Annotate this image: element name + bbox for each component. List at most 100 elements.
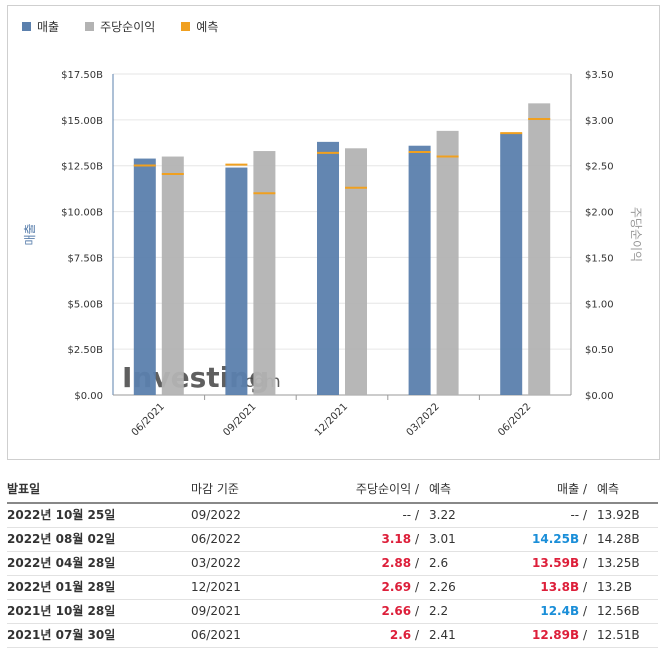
row-eps-forecast: 2.26 [429, 580, 456, 594]
row-date: 2022년 10월 25일 [7, 508, 116, 522]
row-eps-forecast: 2.6 [429, 556, 449, 570]
row-date: 2022년 08월 02일 [7, 532, 116, 546]
row-period: 03/2022 [191, 556, 241, 570]
y-left-tick-label: $5.00B [68, 299, 104, 310]
row-eps-slash: / [414, 508, 419, 522]
header-revenue-forecast[interactable]: 예측 [597, 482, 620, 496]
revenue-bar [133, 158, 156, 395]
header-revenue[interactable]: 매출 / [487, 478, 587, 501]
y-left-tick-label: $10.00B [61, 208, 103, 219]
revenue-bar [317, 141, 339, 395]
y-left-tick-label: $2.50B [68, 345, 104, 356]
row-eps-value: 2.88 [381, 556, 412, 570]
row-revenue-forecast: 12.56B [597, 604, 640, 618]
row-eps-slash: / [414, 556, 419, 570]
eps-bar [161, 156, 184, 395]
legend-item-eps[interactable]: 주당순이익 [85, 18, 155, 35]
row-eps: 2.6 / [307, 624, 419, 647]
row-eps: -- / [307, 504, 419, 527]
row-revenue-value: 14.25B [532, 532, 580, 546]
table-row: 2022년 04월 28일 03/2022 2.88 / 2.6 13.59B / 13.… [7, 552, 658, 576]
legend-label-forecast: 예측 [196, 19, 219, 34]
row-revenue-forecast: 13.92B [597, 508, 640, 522]
y-right-tick-label: $2.50 [585, 162, 614, 173]
row-revenue-value: 12.89B [532, 628, 580, 642]
legend-label-eps: 주당순이익 [100, 19, 156, 34]
revenue-bar [408, 145, 431, 395]
row-eps: 2.66 / [307, 600, 419, 623]
y-right-tick-label: $1.00 [585, 299, 614, 310]
legend-swatch-forecast [181, 21, 191, 31]
table-row: 2022년 08월 02일 06/2022 3.18 /3.01 14.25B /14… [7, 528, 658, 552]
row-eps-forecast: 3.22 [429, 508, 456, 522]
row-date: 2022년 01월 28일 [7, 580, 116, 594]
table-row: 2022년 10월 25일 09/2022 -- / 3.22 -- / 13.92B [7, 504, 658, 528]
y-right-tick-label: $0.00 [585, 391, 614, 402]
y-left-tick-label: $12.50B [61, 162, 103, 173]
row-revenue-slash: / [582, 628, 587, 642]
header-eps-forecast[interactable]: 예측 [429, 482, 452, 496]
row-revenue-forecast: 13.25B [597, 556, 640, 570]
row-eps-slash: / [414, 628, 419, 642]
x-tick-label: 06/2021 [130, 401, 167, 438]
eps-bar [253, 151, 276, 395]
row-revenue: 13.8B / [487, 576, 587, 599]
y-right-tick-label: $3.50 [585, 70, 614, 81]
row-revenue-slash: / [582, 556, 587, 570]
y-left-axis-title: 매출 [23, 223, 37, 245]
row-eps: 2.88 / [307, 552, 419, 575]
table-header-row: 발표일 마감 기준 주당순이익 / 예측 매출 / 예측 [7, 478, 658, 504]
table-row: 2021년 10월 28일 09/2021 2.66 / 2.2 12.4B / 12.5… [7, 600, 658, 624]
y-right-axis-title: 주당순이익 [629, 207, 643, 262]
header-eps[interactable]: 주당순이익 / [307, 478, 419, 501]
row-eps-value: 2.69 [381, 580, 412, 594]
revenue-bar [225, 167, 248, 395]
row-revenue: -- / [487, 504, 587, 527]
y-left-tick-label: $7.50B [68, 253, 104, 264]
row-revenue: 13.59B / [487, 552, 587, 575]
header-eps-slash: / [414, 482, 419, 496]
table-row: 2022년 01월 28일 12/2021 2.69 / 2.26 13.8B / 13.… [7, 576, 658, 600]
legend-item-forecast[interactable]: 예측 [181, 18, 218, 35]
y-right-tick-label: $0.50 [585, 345, 614, 356]
legend-swatch-eps [85, 21, 95, 31]
header-eps-label: 주당순이익 [355, 482, 412, 496]
revenue-bar [500, 133, 523, 395]
header-revenue-slash: / [582, 482, 587, 496]
earnings-chart-panel: 매출 주당순이익 예측 $0.00 $0.00 $2.50B $0.50 $5.00B $… [7, 5, 660, 460]
x-tick-label: 03/2022 [405, 401, 442, 438]
row-revenue: 12.89B / [487, 624, 587, 647]
row-revenue-forecast: 14.28B [597, 532, 640, 546]
row-revenue: 14.25B / [487, 528, 587, 551]
row-revenue-forecast: 12.51B [597, 628, 640, 642]
legend-item-revenue[interactable]: 매출 [22, 18, 59, 35]
y-right-tick-label: $1.50 [585, 253, 614, 264]
legend-swatch-revenue [22, 21, 31, 31]
row-revenue-value: 12.4B [540, 604, 580, 618]
row-eps: 3.18 / [307, 528, 419, 551]
row-period: 09/2021 [191, 604, 241, 618]
row-revenue-forecast: 13.2B [597, 580, 632, 594]
row-date: 2021년 07월 30일 [7, 628, 116, 642]
x-tick-label: 12/2021 [313, 401, 350, 438]
row-eps-value: 3.18 [381, 532, 412, 546]
row-date: 2022년 04월 28일 [7, 556, 116, 570]
row-period: 12/2021 [191, 580, 241, 594]
x-tick-label: 06/2022 [496, 401, 533, 438]
y-left-tick-label: $17.50B [61, 70, 103, 81]
y-left-tick-label: $0.00 [74, 391, 103, 402]
row-revenue-value: -- [570, 508, 580, 522]
row-revenue-slash: / [582, 508, 587, 522]
y-left-tick-label: $15.00B [61, 116, 103, 127]
earnings-table: 발표일 마감 기준 주당순이익 / 예측 매출 / 예측 2022년 10월 2… [7, 478, 658, 648]
row-eps-slash: / [414, 604, 419, 618]
chart-plot: $0.00 $0.00 $2.50B $0.50 $5.00B $1.00 $7.50B $1… [23, 70, 643, 438]
header-date[interactable]: 발표일 [7, 482, 41, 496]
eps-bar [345, 148, 367, 395]
eps-bar [528, 103, 551, 395]
header-period[interactable]: 마감 기준 [191, 482, 239, 496]
header-revenue-label: 매출 [557, 482, 580, 496]
row-eps-forecast: 2.41 [429, 628, 456, 642]
row-date: 2021년 10월 28일 [7, 604, 116, 618]
row-eps-slash: / [414, 580, 419, 594]
